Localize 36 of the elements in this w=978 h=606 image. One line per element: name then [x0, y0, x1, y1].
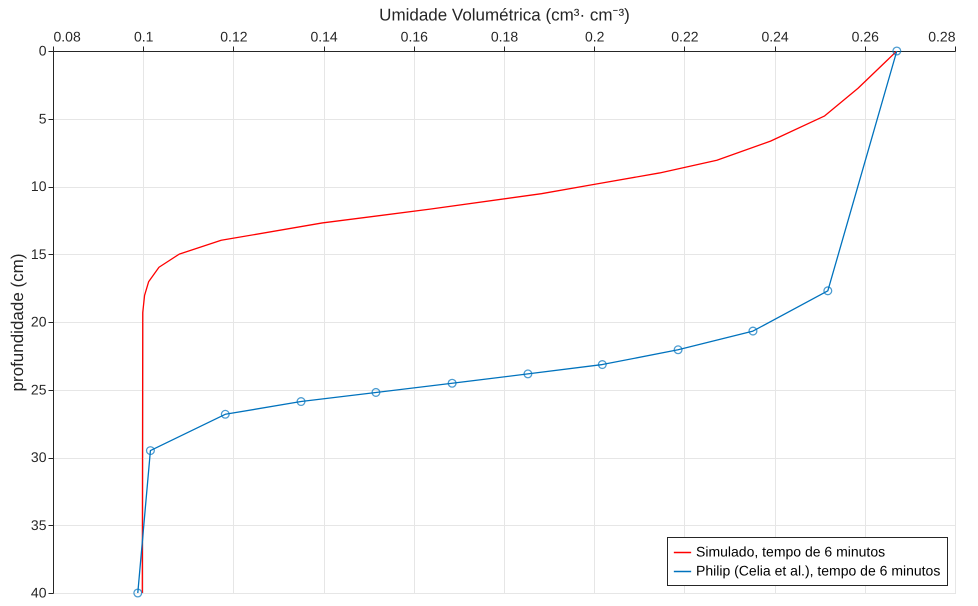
legend-label: Philip (Celia et al.), tempo de 6 minutos [696, 562, 940, 578]
point [748, 326, 758, 336]
point [146, 446, 155, 456]
point [892, 46, 902, 56]
x-tick-label: 0.2 [584, 28, 605, 44]
x-tick-label: 0.18 [490, 28, 518, 44]
y-tick-label: 25 [30, 381, 47, 398]
point [674, 345, 683, 354]
y-tick-label: 10 [30, 178, 47, 194]
point [448, 378, 457, 388]
y-tick-label: 40 [30, 584, 47, 600]
point [371, 388, 380, 397]
y-tick-label: 15 [30, 246, 47, 262]
y-axis-title: profundidade (cm) [8, 254, 27, 392]
y-tick-label: 0 [38, 42, 47, 58]
y-tick-label: 20 [30, 314, 47, 330]
point [523, 369, 532, 378]
x-tick-label: 0.22 [671, 28, 699, 44]
point [598, 360, 607, 370]
x-tick-label: 0.28 [928, 28, 956, 44]
x-tick-label: 0.26 [852, 28, 880, 44]
x-tick-label: 0.12 [220, 28, 248, 44]
x-tick-label: 0.1 [134, 28, 154, 44]
x-tick-label: 0.16 [400, 28, 428, 44]
x-tick-label: 0.24 [761, 28, 789, 44]
point [133, 588, 142, 598]
y-tick-label: 35 [30, 516, 47, 533]
y-tick-label: 30 [30, 449, 47, 465]
point [296, 397, 306, 406]
y-tick-label: 5 [38, 110, 47, 126]
point [823, 286, 832, 296]
x-tick-label: 0.08 [54, 28, 81, 44]
legend-label: Simulado, tempo de 6 minutos [696, 544, 886, 560]
x-tick-label: 0.14 [310, 28, 338, 44]
point [220, 410, 230, 419]
x-axis-title: Umidade Volumétrica (cm³· cm⁻³) [379, 6, 630, 24]
